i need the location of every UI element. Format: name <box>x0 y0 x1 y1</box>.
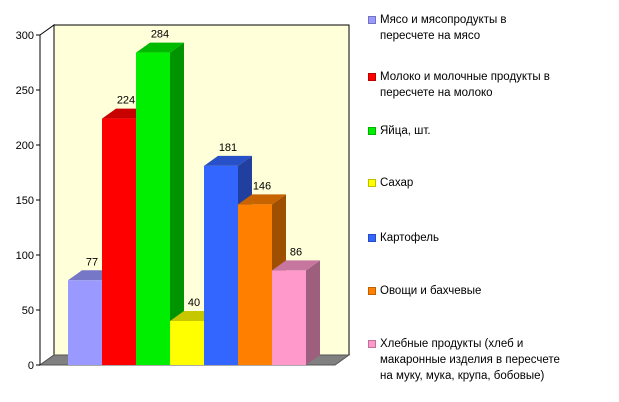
data-label: 224 <box>117 95 135 107</box>
legend-swatch <box>368 179 376 187</box>
legend-label: Овощи и бахчевые <box>380 285 482 297</box>
bar <box>272 270 306 365</box>
legend-label: Яйца, шт. <box>380 125 431 137</box>
plot-side-wall <box>39 24 55 366</box>
bar <box>170 321 204 365</box>
data-label: 284 <box>151 29 169 41</box>
legend-swatch <box>368 16 376 24</box>
legend-label: Молоко и молочные продукты в пересчете н… <box>380 71 550 99</box>
data-label: 86 <box>290 246 302 258</box>
y-tick-label: 150 <box>16 195 34 207</box>
bar <box>204 165 238 365</box>
data-label: 40 <box>188 297 200 309</box>
legend-swatch <box>368 127 376 135</box>
data-label: 181 <box>219 142 237 154</box>
y-tick-label: 300 <box>16 30 34 42</box>
legend-swatch <box>368 73 376 81</box>
bar-chart: 0 50 100 150 200 250 300 77 224 284 40 181 146 86 <box>16 24 351 372</box>
legend-swatch <box>368 234 376 242</box>
legend-label: Хлебные продукты (хлеб и макаронные изде… <box>380 338 560 382</box>
legend-label: Сахар <box>380 177 414 189</box>
data-label: 146 <box>253 180 271 192</box>
bar-side <box>306 260 320 365</box>
y-tick-label: 0 <box>28 360 34 372</box>
data-label: 77 <box>86 256 98 268</box>
legend-label: Мясо и мясопродукты в пересчете на мясо <box>380 14 507 42</box>
y-tick-label: 100 <box>16 250 34 262</box>
bar-top <box>204 155 252 166</box>
bar <box>136 52 170 365</box>
y-tick-label: 200 <box>16 140 34 152</box>
y-tick-label: 50 <box>22 305 34 317</box>
bar-top <box>272 260 320 271</box>
bar-side <box>170 42 184 365</box>
legend-label: Картофель <box>380 232 439 244</box>
bar-top <box>136 42 184 53</box>
legend-swatch <box>368 287 376 295</box>
bar <box>68 280 102 365</box>
y-tick-label: 250 <box>16 85 34 97</box>
bar <box>102 118 136 365</box>
chart-legend: Мясо и мясопродукты в пересчете на мясо М… <box>366 12 616 398</box>
legend-swatch <box>368 340 376 348</box>
bar-top <box>238 194 286 205</box>
bar <box>238 204 272 365</box>
